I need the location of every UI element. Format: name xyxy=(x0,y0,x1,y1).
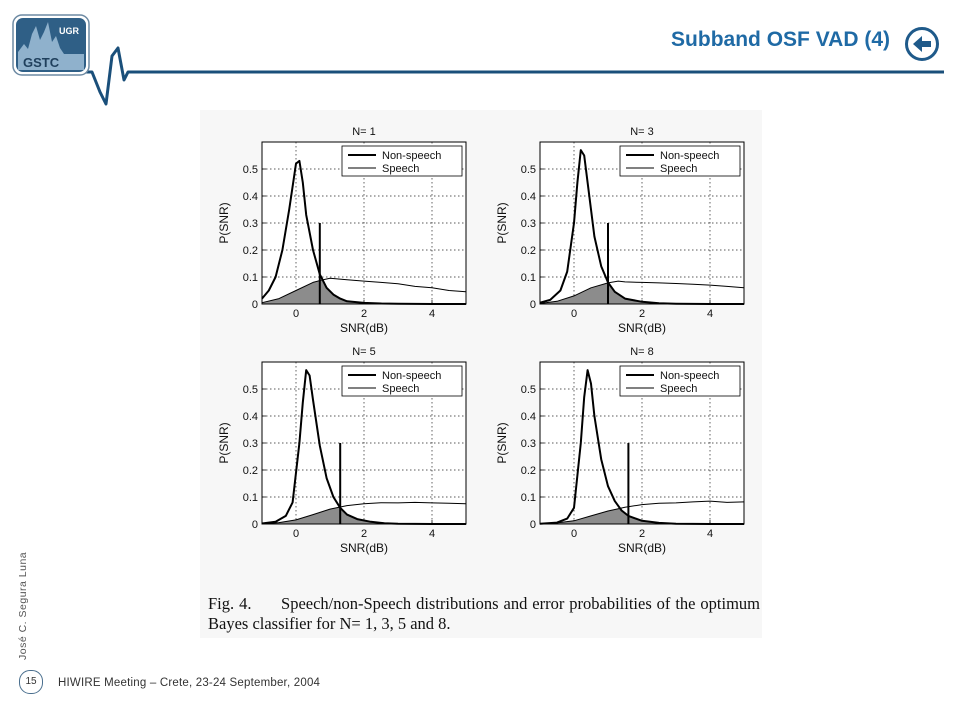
page-title: Subband OSF VAD (4) xyxy=(671,28,890,51)
y-tick-label: 0.2 xyxy=(521,245,536,257)
x-tick-label: 2 xyxy=(639,528,645,540)
caption-label: Fig. 4. xyxy=(208,594,252,613)
y-tick-label: 0 xyxy=(530,519,536,531)
series-line-speech xyxy=(261,501,467,525)
chart-title: N= 1 xyxy=(352,126,376,138)
logo-text: GSTC xyxy=(23,55,60,70)
y-tick-label: 0.3 xyxy=(243,218,258,230)
x-axis-label: SNR(dB) xyxy=(618,321,666,335)
x-tick-label: 0 xyxy=(571,528,577,540)
y-tick-label: 0.1 xyxy=(521,272,536,284)
y-tick-label: 0.4 xyxy=(243,411,258,423)
y-tick-label: 0.3 xyxy=(243,438,258,450)
y-axis-label: P(SNR) xyxy=(217,202,231,243)
chart-panel-1: N= 1 0 2 4 0 0.1 0.2 0.3 0.4 0.5 SNR(dB) P(SNR) Non-… xyxy=(217,126,467,335)
y-tick-label: 0.4 xyxy=(521,191,536,203)
chart-title: N= 8 xyxy=(630,346,654,358)
error-area xyxy=(262,280,466,304)
legend-box xyxy=(341,365,463,397)
y-tick-label: 0.5 xyxy=(243,164,258,176)
chart-panel-4: N= 8 0 2 4 0 0.1 0.2 0.3 0.4 0.5 SNR(dB) P(SNR) Non-… xyxy=(495,346,745,555)
y-tick-label: 0.4 xyxy=(243,191,258,203)
error-area xyxy=(540,508,744,524)
footer-text: HIWIRE Meeting – Crete, 23-24 September,… xyxy=(58,677,321,689)
y-axis-label: P(SNR) xyxy=(495,202,509,243)
y-axis-label: P(SNR) xyxy=(495,422,509,463)
legend-box xyxy=(619,145,741,177)
error-area xyxy=(262,507,466,524)
y-tick-label: 0.1 xyxy=(243,492,258,504)
legend-label-speech: Speech xyxy=(660,383,697,395)
x-tick-label: 4 xyxy=(429,308,435,320)
series-line-speech xyxy=(539,500,745,525)
legend-box xyxy=(619,365,741,397)
plot-frame xyxy=(261,361,467,525)
x-tick-label: 4 xyxy=(429,528,435,540)
x-tick-label: 0 xyxy=(571,308,577,320)
y-tick-label: 0.1 xyxy=(521,492,536,504)
series-line-speech xyxy=(261,277,467,304)
y-tick-label: 0.1 xyxy=(243,272,258,284)
legend-label-speech: Speech xyxy=(382,163,419,175)
figure-charts: N= 1 0 2 4 0 0.1 0.2 0.3 0.4 0.5 SNR(dB) P(SNR) Non-… xyxy=(217,126,745,555)
series-line-non-speech xyxy=(539,149,744,305)
legend-label-speech: Speech xyxy=(660,163,697,175)
series-line-non-speech xyxy=(261,159,466,305)
series-line-non-speech xyxy=(539,369,744,525)
back-button[interactable] xyxy=(904,26,940,62)
y-tick-label: 0 xyxy=(252,519,258,531)
x-tick-label: 0 xyxy=(293,528,299,540)
x-axis-label: SNR(dB) xyxy=(340,321,388,335)
y-tick-label: 0.2 xyxy=(243,465,258,477)
y-tick-label: 0.5 xyxy=(243,384,258,396)
legend-label-non-speech: Non-speech xyxy=(660,370,719,382)
series-line-speech xyxy=(539,280,745,304)
legend-label-non-speech: Non-speech xyxy=(382,370,441,382)
plot-frame xyxy=(539,141,745,305)
y-tick-label: 0.5 xyxy=(521,384,536,396)
caption-text: Speech/non-Speech distributions and erro… xyxy=(208,594,761,633)
x-tick-label: 4 xyxy=(707,528,713,540)
x-tick-label: 2 xyxy=(639,308,645,320)
chart-panel-2: N= 3 0 2 4 0 0.1 0.2 0.3 0.4 0.5 SNR(dB) P(SNR) Non-… xyxy=(495,126,745,335)
chart-title: N= 3 xyxy=(630,126,654,138)
x-axis-label: SNR(dB) xyxy=(618,541,666,555)
figure: N= 1 0 2 4 0 0.1 0.2 0.3 0.4 0.5 SNR(dB) P(SNR) Non-… xyxy=(200,110,762,638)
x-tick-label: 2 xyxy=(361,308,367,320)
y-axis-label: P(SNR) xyxy=(217,422,231,463)
x-tick-label: 4 xyxy=(707,308,713,320)
legend-label-non-speech: Non-speech xyxy=(660,150,719,162)
logo-sub-text: UGR xyxy=(59,26,80,36)
series-line-non-speech xyxy=(261,369,466,525)
x-axis-label: SNR(dB) xyxy=(340,541,388,555)
x-tick-label: 0 xyxy=(293,308,299,320)
x-tick-label: 2 xyxy=(361,528,367,540)
gstc-logo: UGR GSTC xyxy=(12,14,90,76)
y-tick-label: 0.2 xyxy=(243,245,258,257)
figure-caption: Fig. 4. Speech/non-Speech distributions … xyxy=(208,594,760,634)
y-tick-label: 0 xyxy=(530,299,536,311)
y-tick-label: 0.4 xyxy=(521,411,536,423)
plot-frame xyxy=(539,361,745,525)
chart-title: N= 5 xyxy=(352,346,376,358)
chart-panel-3: N= 5 0 2 4 0 0.1 0.2 0.3 0.4 0.5 SNR(dB) P(SNR) Non-… xyxy=(217,346,467,555)
y-tick-label: 0.5 xyxy=(521,164,536,176)
header-line xyxy=(80,46,944,106)
y-tick-label: 0.3 xyxy=(521,218,536,230)
legend-label-speech: Speech xyxy=(382,383,419,395)
legend-label-non-speech: Non-speech xyxy=(382,150,441,162)
back-arrow-icon xyxy=(905,27,939,61)
author-name: José C. Segura Luna xyxy=(17,551,29,660)
page-number: 15 xyxy=(19,670,43,694)
legend-box xyxy=(341,145,463,177)
y-tick-label: 0 xyxy=(252,299,258,311)
y-tick-label: 0.3 xyxy=(521,438,536,450)
y-tick-label: 0.2 xyxy=(521,465,536,477)
plot-frame xyxy=(261,141,467,305)
